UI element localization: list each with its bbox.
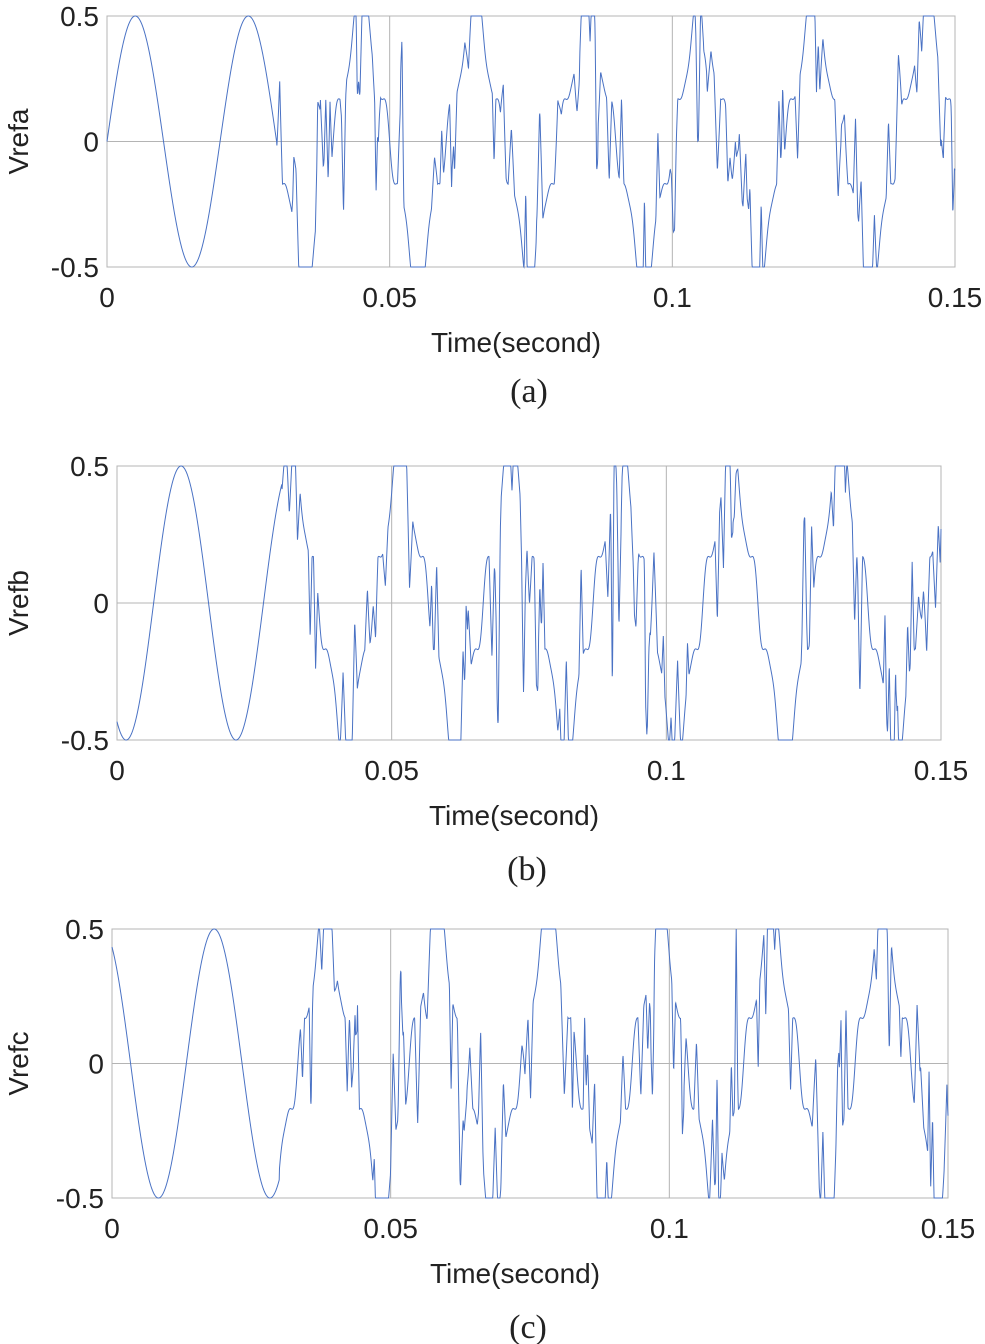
y-tick-label: -0.5 [56, 1183, 104, 1214]
series-line-vrefb [116, 465, 942, 741]
x-tick-label: 0.15 [928, 282, 983, 313]
x-tick-label: 0 [99, 282, 115, 313]
x-axis-label: Time(second) [429, 800, 599, 831]
x-axis-label: Time(second) [431, 327, 601, 358]
panel-caption: (c) [509, 1309, 547, 1344]
x-tick-label: 0.05 [363, 1213, 418, 1244]
x-tick-label: 0 [104, 1213, 120, 1244]
panel-caption: (b) [507, 851, 547, 888]
y-tick-label: 0 [83, 127, 99, 158]
x-tick-label: 0.1 [650, 1213, 689, 1244]
y-tick-label: 0 [93, 588, 109, 619]
y-tick-label: 0.5 [60, 1, 99, 32]
x-tick-label: 0.1 [653, 282, 692, 313]
y-tick-label: -0.5 [51, 252, 99, 283]
series-line-vrefc [111, 928, 949, 1199]
series-line-vrefa [106, 15, 956, 269]
y-tick-label: -0.5 [61, 725, 109, 756]
x-tick-label: 0.05 [364, 755, 419, 786]
y-tick-label: 0.5 [70, 451, 109, 482]
panel-caption: (a) [510, 373, 548, 410]
plot-frame [111, 928, 949, 1199]
x-tick-label: 0 [109, 755, 125, 786]
y-tick-label: 0.5 [65, 914, 104, 945]
y-axis-label: Vrefc [3, 1031, 34, 1095]
x-axis-label: Time(second) [430, 1258, 600, 1289]
y-axis-label: Vrefb [3, 570, 34, 636]
x-tick-label: 0.05 [362, 282, 417, 313]
plot-frame [116, 465, 942, 741]
y-tick-label: 0 [88, 1049, 104, 1080]
x-tick-label: 0.1 [647, 755, 686, 786]
x-tick-label: 0.15 [921, 1213, 976, 1244]
y-axis-label: Vrefa [3, 108, 34, 174]
x-tick-label: 0.15 [914, 755, 969, 786]
